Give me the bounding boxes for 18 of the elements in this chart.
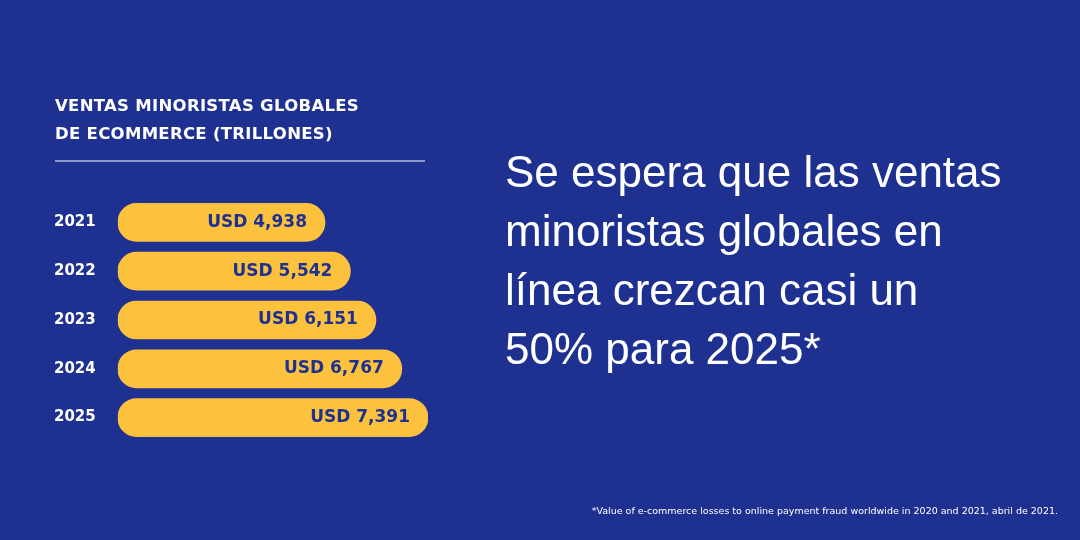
text: Se espera que las ventas minoristas globales en línea crezcan casi un 50% para 2025* <box>505 146 1003 375</box>
bar <box>117 203 326 242</box>
data-label: USD 6,151 <box>258 308 358 329</box>
data-label: USD 4,938 <box>207 210 308 231</box>
data-label: USD 5,542 <box>232 259 333 280</box>
data-label: USD 7,391 <box>310 406 410 427</box>
bar <box>117 300 377 340</box>
y-tick-label: 2021 <box>54 212 96 231</box>
chart-title: VENTAS MINORISTAS GLOBALES DE ECOMMERCE (TRILLONES) <box>55 95 361 145</box>
y-tick-label: 2025 <box>54 407 96 426</box>
bar <box>117 251 351 291</box>
y-tick-label: 2022 <box>54 261 96 280</box>
bar <box>117 398 428 437</box>
data-label: USD 6,767 <box>283 357 384 378</box>
y-tick-label: 2024 <box>54 358 96 377</box>
text: *Value of e-commerce losses to online payment fraud worldwide in 2020 and 2021, abril de 2021. <box>591 505 1058 516</box>
bar <box>117 349 403 389</box>
y-tick-label: 2023 <box>54 309 96 328</box>
